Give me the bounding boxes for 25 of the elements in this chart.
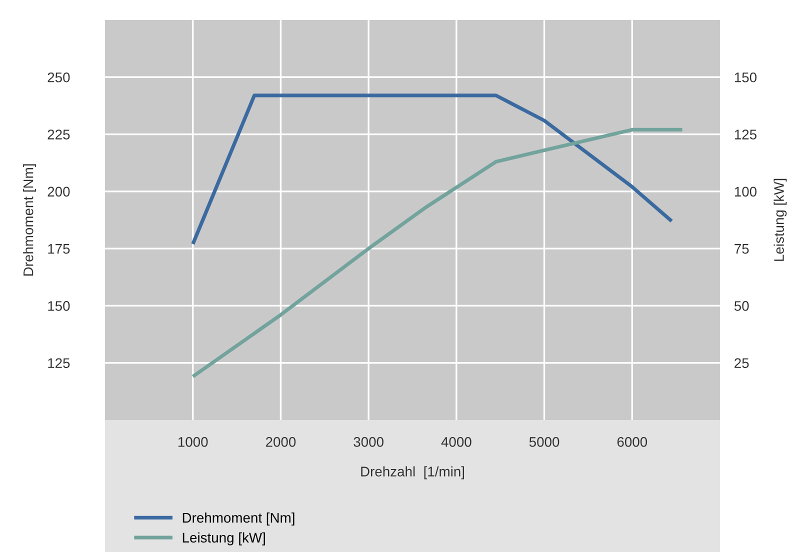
legend-label: Drehmoment [Nm] — [182, 512, 294, 526]
y-tick-label: 225 — [48, 130, 70, 140]
y2-axis-title: Leistung [kW] — [774, 178, 787, 261]
y-tick-label: 150 — [48, 301, 70, 311]
x-tick-label: 2000 — [266, 437, 296, 447]
legend-label: Leistung [kW] — [182, 532, 265, 546]
x-tick-label: 5000 — [529, 437, 560, 447]
line-series — [191, 94, 674, 246]
x-tick-label: 3000 — [354, 437, 384, 447]
y2-tick-label: 75 — [734, 244, 749, 254]
x-tick-label: 4000 — [441, 437, 472, 447]
x-axis-title: Drehzahl [1/min] — [361, 466, 464, 480]
line-series — [191, 128, 684, 378]
y-tick-label: 125 — [48, 358, 70, 368]
y-tick-label: 175 — [48, 244, 70, 254]
y2-tick-label: 50 — [734, 301, 749, 311]
y2-tick-label: 125 — [734, 130, 756, 140]
x-tick-label: 6000 — [617, 437, 648, 447]
y-tick-label: 250 — [48, 72, 70, 82]
y2-tick-label: 150 — [734, 72, 757, 82]
y-tick-label: 200 — [48, 186, 70, 197]
y2-tick-label: 25 — [734, 358, 749, 368]
y-axis-title: Drehmoment [Nm] — [23, 164, 36, 276]
x-tick-label: 1000 — [178, 437, 208, 447]
y2-tick-label: 100 — [734, 186, 757, 197]
